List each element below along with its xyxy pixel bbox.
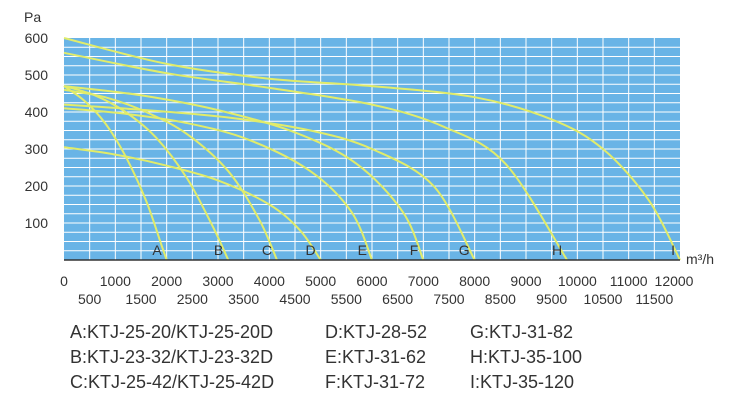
curve-e xyxy=(63,107,373,261)
x-tick-label-major: 12000 xyxy=(655,273,694,289)
curve-label-h: H xyxy=(552,242,562,258)
curve-h xyxy=(63,51,568,261)
x-tick-label-major: 2000 xyxy=(151,273,182,289)
curve-f xyxy=(63,85,425,261)
x-tick-label-minor: 4500 xyxy=(279,291,310,307)
x-tick-label-major: 8000 xyxy=(459,273,490,289)
curve-label-c: C xyxy=(262,242,272,258)
legend-item-e: E:KTJ-31-62 xyxy=(325,347,427,367)
legend: A:KTJ-25-20/KTJ-25-20D D:KTJ-28-52 G:KTJ… xyxy=(70,320,730,394)
x-axis-label: m³/h xyxy=(686,251,714,267)
x-tick-label-major: 5000 xyxy=(305,273,336,289)
x-tick-label-major: 9000 xyxy=(510,273,541,289)
x-tick-label-minor: 10500 xyxy=(584,291,623,307)
legend-item-b: B:KTJ-23-32/KTJ-23-32D xyxy=(70,347,274,367)
x-tick-label-minor: 3500 xyxy=(228,291,259,307)
curves xyxy=(63,37,681,261)
legend-item-a: A:KTJ-25-20/KTJ-25-20D xyxy=(70,322,274,342)
y-tick-label: 300 xyxy=(25,141,49,157)
x-tick-label-minor: 11500 xyxy=(635,291,673,307)
legend-item-f: F:KTJ-31-72 xyxy=(325,372,426,392)
x-tick-label-minor: 2500 xyxy=(177,291,208,307)
curve-label-e: E xyxy=(358,242,367,258)
curve-label-a: A xyxy=(152,242,162,258)
legend-item-c: C:KTJ-25-42/KTJ-25-42D xyxy=(70,372,275,392)
x-tick-label-minor: 7500 xyxy=(433,291,464,307)
x-tick-label-major: 6000 xyxy=(356,273,387,289)
x-tick-label-major: 11000 xyxy=(610,273,648,289)
x-tick-label-minor: 5500 xyxy=(331,291,362,307)
curve-label-b: B xyxy=(214,242,223,258)
curve-i xyxy=(63,37,681,261)
x-tick-label-minor: 8500 xyxy=(485,291,516,307)
x-tick-label-minor: 6500 xyxy=(382,291,413,307)
x-tick-label-major: 4000 xyxy=(254,273,285,289)
curve-c xyxy=(63,88,278,261)
y-tick-label: 400 xyxy=(25,104,49,120)
x-tick-label-major: 1000 xyxy=(100,273,131,289)
y-tick-label: 600 xyxy=(25,30,49,46)
x-tick-label-major: 7000 xyxy=(408,273,439,289)
legend-item-i: I:KTJ-35-120 xyxy=(470,372,575,392)
curve-label-d: D xyxy=(306,242,316,258)
legend-item-d: D:KTJ-28-52 xyxy=(325,322,428,342)
x-tick-label-minor: 1500 xyxy=(125,291,156,307)
legend-item-h: H:KTJ-35-100 xyxy=(470,347,583,367)
x-tick-label-minor: 500 xyxy=(78,291,102,307)
curve-label-i: I xyxy=(671,242,675,258)
y-tick-label: 500 xyxy=(25,67,49,83)
grid-lines xyxy=(64,38,680,260)
y-axis-label: Pa xyxy=(24,9,41,25)
x-tick-label-major: 0 xyxy=(60,273,68,289)
curve-label-g: G xyxy=(459,242,470,258)
x-tick-label-major: 3000 xyxy=(202,273,233,289)
x-tick-label-minor: 9500 xyxy=(536,291,567,307)
legend-item-g: G:KTJ-31-82 xyxy=(470,322,574,342)
curve-labels: A B C D E F G H I xyxy=(152,242,675,258)
curve-label-f: F xyxy=(410,242,419,258)
y-tick-label: 200 xyxy=(25,178,49,194)
y-tick-label: 100 xyxy=(25,215,49,231)
x-tick-label-major: 10000 xyxy=(558,273,597,289)
curve-d xyxy=(63,146,322,261)
curve-g xyxy=(63,103,476,261)
